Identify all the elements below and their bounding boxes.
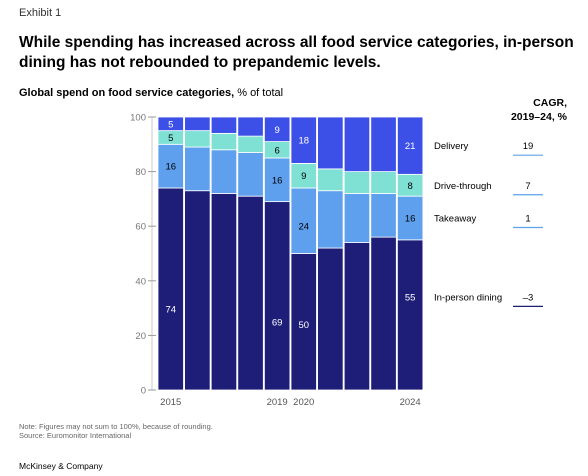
bar-segment [157, 116, 184, 132]
bar-segment [184, 130, 211, 148]
data-label: 5 [168, 119, 173, 130]
data-label: 9 [275, 125, 280, 136]
bar-segment [263, 116, 291, 142]
cagr-value: 1 [525, 214, 530, 225]
data-label: 55 [405, 292, 416, 303]
bar-segment [343, 242, 371, 391]
bar-segment [317, 247, 344, 391]
subtitle-unit: % of total [234, 87, 284, 99]
data-label: 16 [405, 214, 416, 225]
source-text: Source: Euromonitor International [19, 431, 132, 440]
bar-segment [210, 116, 238, 134]
y-tick-label: 100 [130, 113, 146, 124]
bar-segment [237, 135, 264, 153]
bar-segment [396, 239, 424, 391]
data-label: 5 [168, 133, 173, 144]
bar-segment [237, 116, 264, 137]
data-label: 16 [272, 175, 283, 186]
data-label: 8 [408, 181, 413, 192]
bar-segment [210, 193, 238, 391]
x-tick-label: 2015 [160, 397, 181, 408]
bar-segment [157, 143, 184, 189]
note-text: Note: Figures may not sum to 100%, becau… [19, 422, 213, 431]
bar-segment [290, 253, 317, 391]
cagr-header: CAGR, 2019–24, % [495, 96, 567, 124]
x-tick-label: 2020 [293, 397, 314, 408]
bar-segment [317, 168, 344, 192]
data-label: 6 [275, 145, 280, 156]
subtitle-bold: Global spend on food service categories, [19, 87, 235, 99]
y-tick-label: 60 [135, 222, 146, 233]
bar-segment [290, 187, 317, 254]
bar-segment [370, 171, 397, 194]
x-tick-label: 2024 [400, 397, 421, 408]
chart-note: Note: Figures may not sum to 100%, becau… [19, 422, 213, 440]
bar-segment [157, 187, 184, 391]
bar-segment [317, 116, 344, 170]
y-tick-label: 80 [135, 167, 146, 178]
bar-segment [210, 149, 238, 194]
cagr-value: 19 [523, 141, 534, 152]
bar-segment [396, 195, 424, 241]
bar-segment [343, 193, 371, 243]
data-label: 21 [405, 141, 416, 152]
bar-segment [290, 116, 317, 164]
legend-label: Drive-through [434, 181, 492, 192]
bar-segment [343, 116, 371, 172]
bar-segment [343, 171, 371, 194]
bar-segment [237, 195, 264, 391]
bar-segment [396, 116, 424, 175]
data-label: 69 [272, 318, 283, 329]
bar-segment [370, 193, 397, 238]
bar-segment [237, 152, 264, 197]
x-tick-label: 2019 [267, 397, 288, 408]
data-label: 9 [301, 171, 306, 182]
y-tick-label: 20 [135, 331, 146, 342]
exhibit-label: Exhibit 1 [19, 7, 62, 19]
data-label: 16 [165, 162, 176, 173]
cagr-header-line1: CAGR, [533, 97, 567, 109]
data-label: 18 [298, 136, 309, 147]
bar-segment [317, 190, 344, 249]
bar-segment [263, 157, 291, 203]
y-tick-label: 0 [141, 386, 146, 397]
bar-segment [184, 146, 211, 192]
chart-subtitle: Global spend on food service categories,… [19, 87, 283, 99]
bar-segment [184, 190, 211, 391]
cagr-value: –3 [523, 292, 534, 303]
legend-label: In-person dining [434, 292, 502, 303]
page-title: While spending has increased across all … [19, 34, 574, 71]
cagr-value: 7 [525, 181, 530, 192]
legend-label: Takeaway [434, 214, 476, 225]
legend-label: Delivery [434, 141, 469, 152]
bar-segment [184, 116, 211, 132]
bar-segment [210, 132, 238, 151]
bar-segment [263, 201, 291, 391]
cagr-header-line2: 2019–24, % [510, 111, 567, 123]
y-tick-label: 40 [135, 276, 146, 287]
data-label: 74 [165, 305, 176, 316]
bar-segment [290, 163, 317, 189]
bar-segment [370, 236, 397, 391]
footer-brand: McKinsey & Company [19, 461, 103, 471]
data-label: 50 [298, 320, 309, 331]
bar-segment [370, 116, 397, 172]
data-label: 24 [298, 221, 309, 232]
